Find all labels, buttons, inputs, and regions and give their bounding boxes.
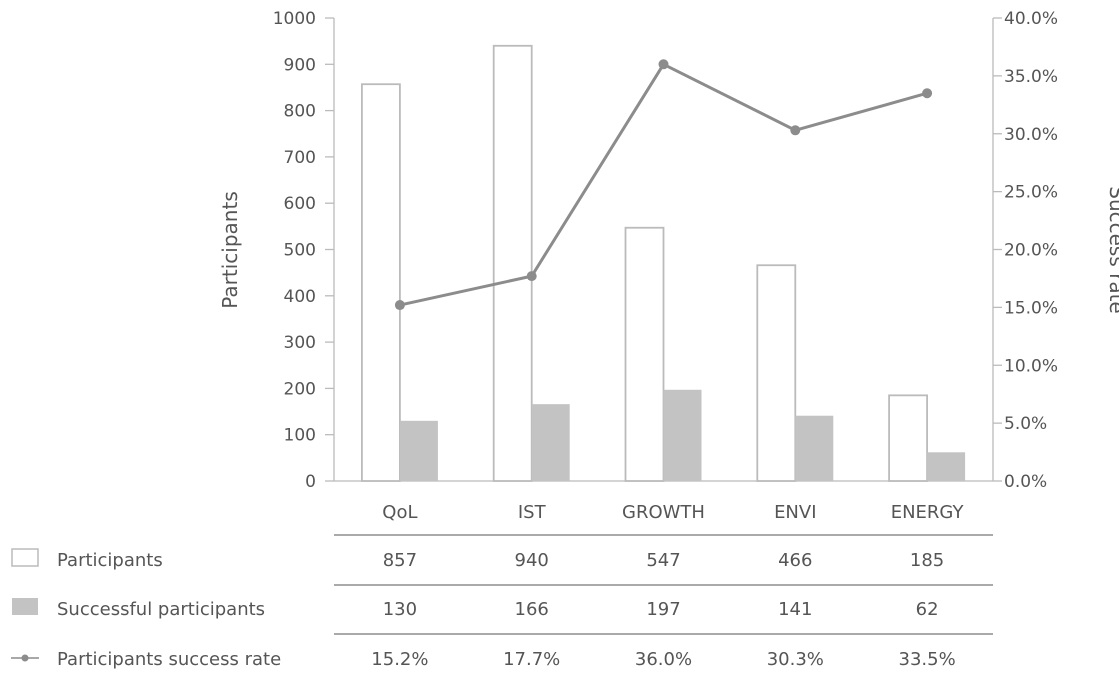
right-tick-label: 10.0% [1004, 356, 1058, 376]
successful-participants-bar [795, 415, 834, 481]
left-tick-label: 0 [305, 472, 316, 492]
category-label: GROWTH [622, 502, 705, 523]
table-cell: 166 [515, 599, 549, 620]
successful-participants-bar [663, 389, 702, 481]
right-tick-label: 35.0% [1004, 67, 1058, 87]
right-axis-title: Success rate [1105, 186, 1119, 314]
successful-participants-bar [399, 420, 438, 481]
participants-bar [492, 44, 533, 482]
participants-bar [360, 83, 401, 482]
successful-participants-bar [531, 404, 570, 481]
success-rate-point [526, 271, 537, 282]
success-rate-point [790, 125, 801, 136]
participants-bar [756, 264, 797, 482]
table-cell: 36.0% [635, 649, 692, 670]
left-tick-label: 100 [284, 426, 316, 446]
participants-bar [624, 226, 665, 482]
right-tick-label: 0.0% [1004, 472, 1047, 492]
ticks: 0 100 200 300 400 500 600 700 800 900 1000 0.0% 5.0%… [273, 9, 1058, 492]
left-axis-title: Participants [218, 191, 242, 308]
left-tick-label: 500 [284, 241, 316, 261]
rate-line [394, 59, 933, 311]
left-tick-label: 200 [284, 379, 316, 399]
legend-swatch-outline [11, 548, 39, 567]
legend-label: Participants success rate [57, 649, 281, 670]
table-cell: 857 [383, 550, 417, 571]
legend-label: Participants [57, 550, 163, 571]
right-tick-label: 15.0% [1004, 298, 1058, 318]
category-label: QoL [382, 502, 417, 523]
right-tick-label: 20.0% [1004, 241, 1058, 261]
table-cell: 17.7% [503, 649, 560, 670]
right-tick-label: 40.0% [1004, 9, 1058, 29]
right-tick-label: 30.0% [1004, 125, 1058, 145]
category-label: ENERGY [891, 502, 965, 523]
legend-swatch-marker [21, 654, 29, 662]
success-rate-point [658, 59, 669, 70]
table-cell: 62 [916, 599, 939, 620]
category-label: ENVI [774, 502, 816, 523]
table-cell: 466 [778, 550, 812, 571]
table-cell: 547 [646, 550, 680, 571]
left-tick-label: 700 [284, 148, 316, 168]
left-tick-label: 600 [284, 194, 316, 214]
right-tick-label: 5.0% [1004, 414, 1047, 434]
right-tick-label: 25.0% [1004, 183, 1058, 203]
legend-label: Successful participants [57, 599, 265, 620]
success-rate-point [922, 88, 933, 99]
table-cell: 33.5% [899, 649, 956, 670]
success-rate-point [394, 300, 405, 311]
table-cell: 940 [515, 550, 549, 571]
participants-bar [888, 394, 928, 482]
left-tick-label: 900 [284, 55, 316, 75]
left-tick-label: 300 [284, 333, 316, 353]
category-label: IST [518, 502, 547, 523]
table-cell: 15.2% [371, 649, 428, 670]
table-cell: 141 [778, 599, 812, 620]
legend-swatch-filled [12, 598, 38, 615]
table-cell: 185 [910, 550, 944, 571]
bars [360, 44, 966, 482]
table-cell: 130 [383, 599, 417, 620]
data-table: QoL IST GROWTH ENVI ENERGY 857 940 547 466 185 Par… [11, 502, 993, 670]
left-tick-label: 400 [284, 287, 316, 307]
left-tick-label: 800 [284, 102, 316, 122]
table-cell: 30.3% [767, 649, 824, 670]
table-cell: 197 [646, 599, 680, 620]
left-tick-label: 1000 [273, 9, 316, 29]
successful-participants-bar [927, 452, 966, 481]
